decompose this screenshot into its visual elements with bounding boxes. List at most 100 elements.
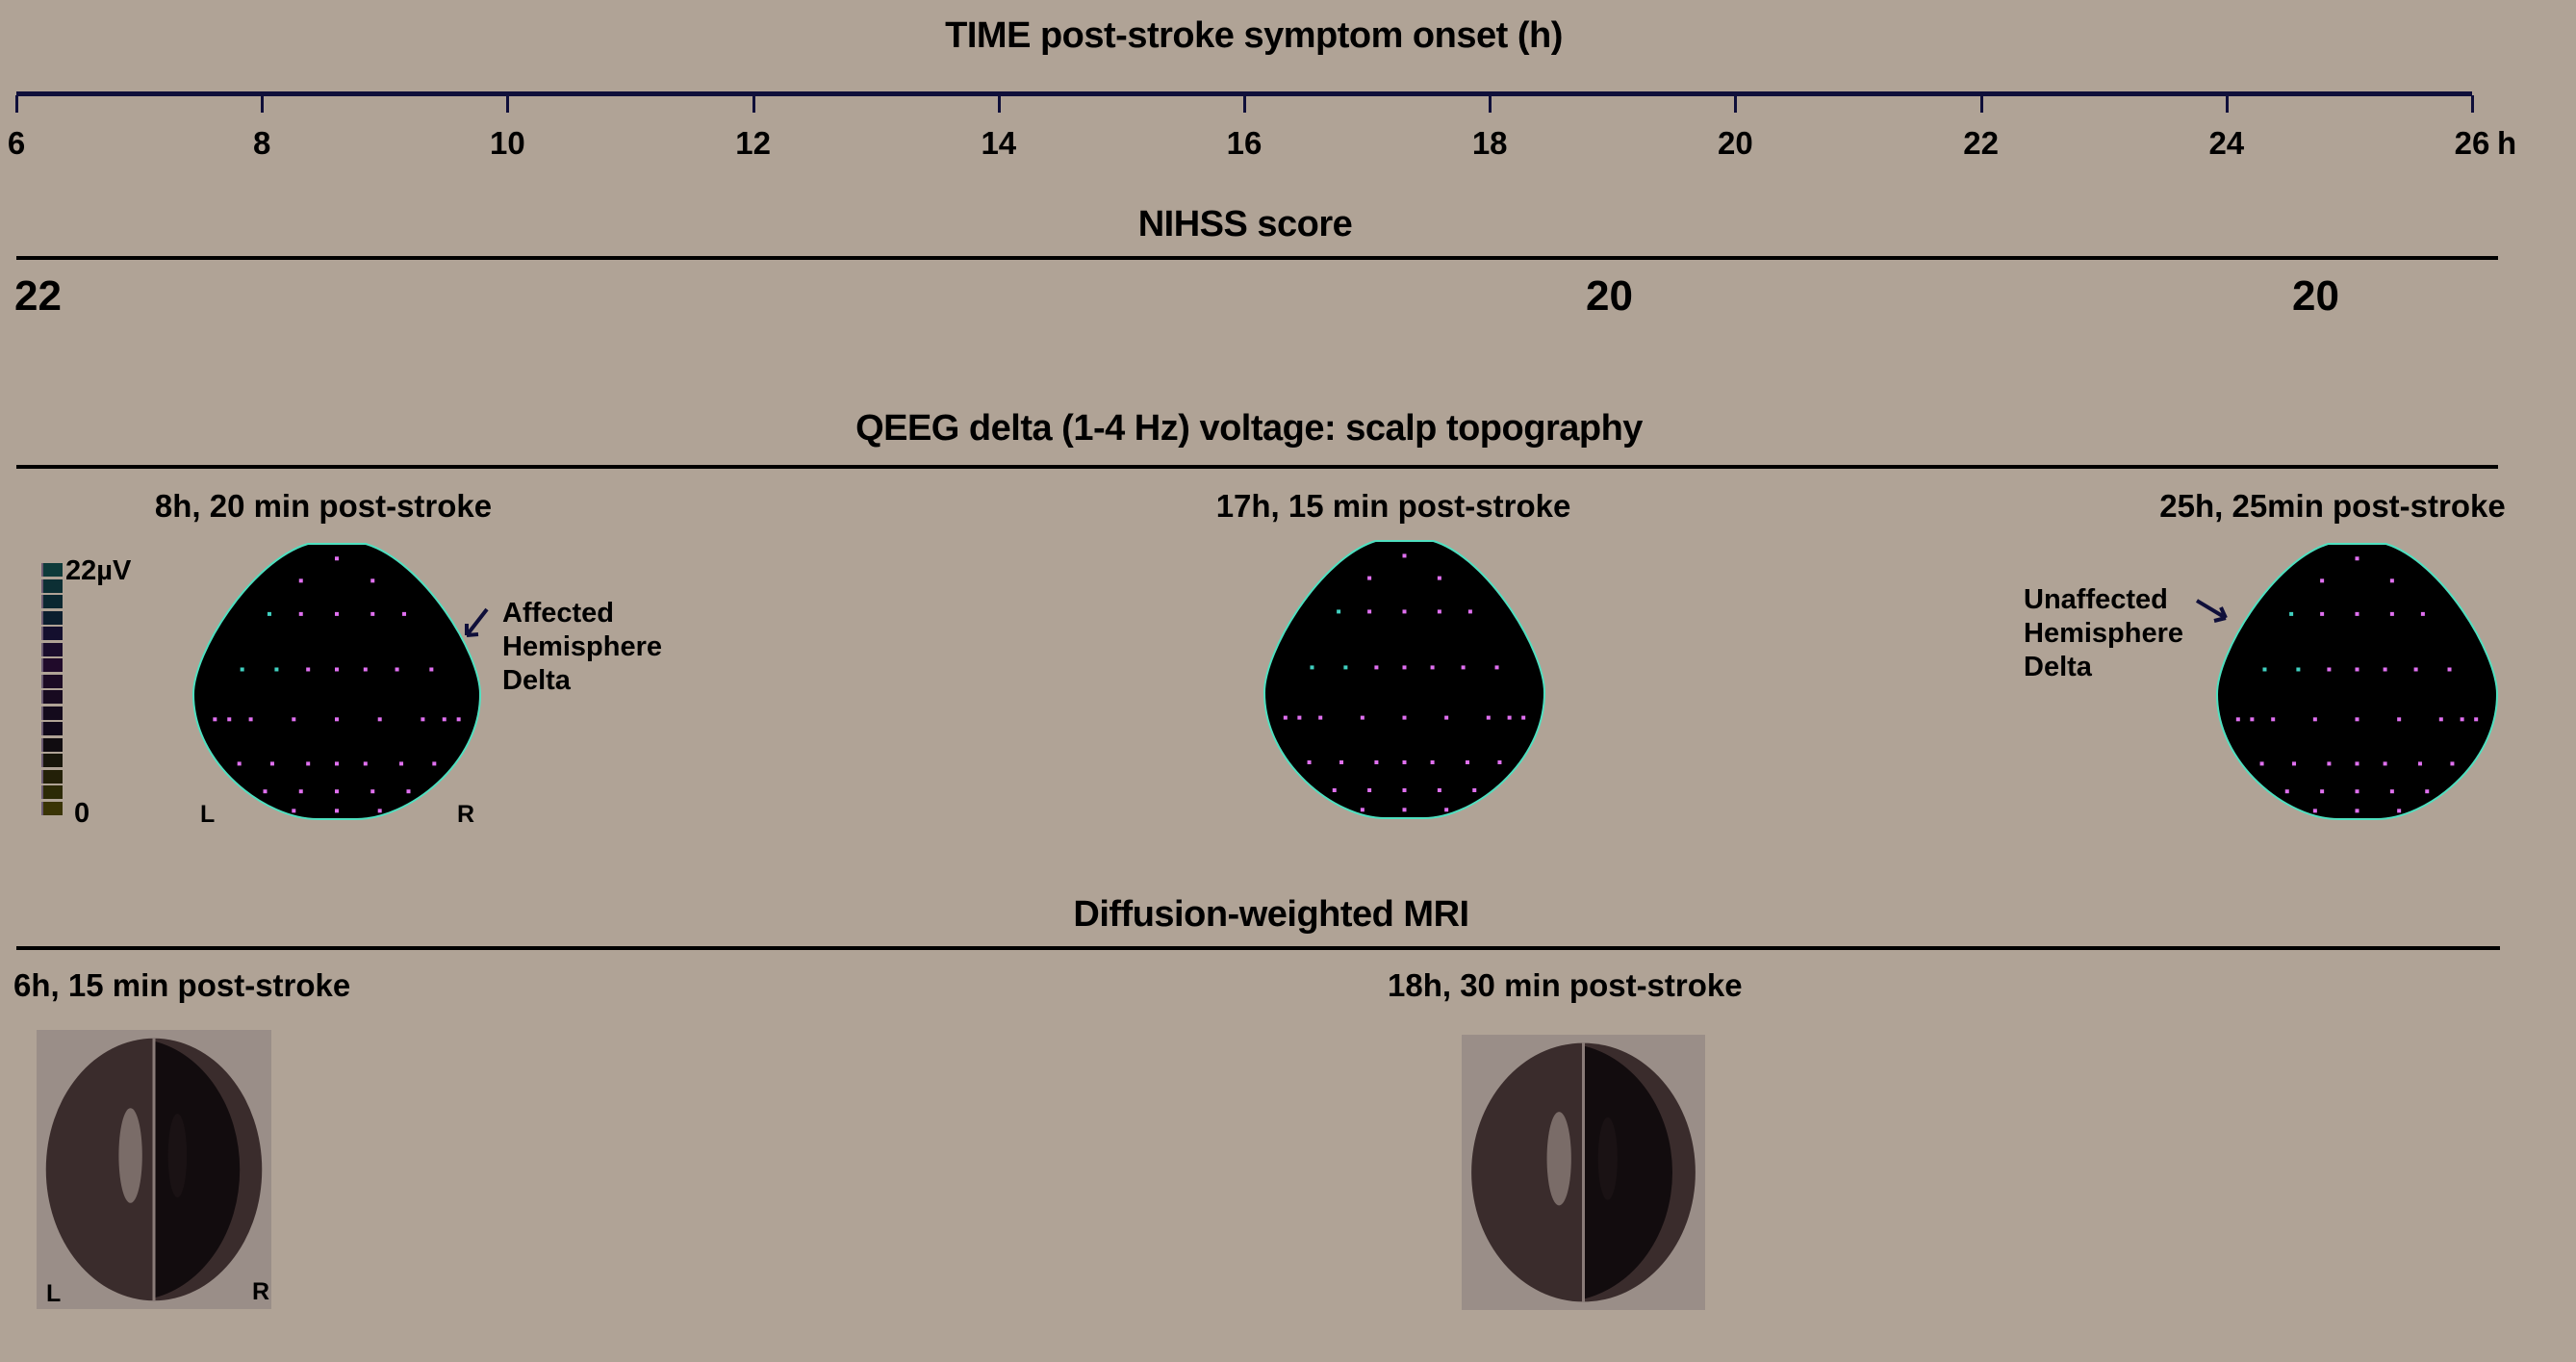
- map-right-label: R: [457, 801, 475, 828]
- unaffected-arrow-icon: [2195, 599, 2228, 623]
- scalp-topography-map-3: [2215, 543, 2499, 820]
- color-scale-step: [41, 690, 63, 704]
- electrode-dot: [240, 667, 244, 672]
- color-scale-step: [41, 627, 63, 640]
- electrode-dot: [1374, 665, 1379, 670]
- color-scale-step: [41, 722, 63, 735]
- time-tick-label: 14: [981, 125, 1017, 161]
- time-tick: [2471, 95, 2474, 113]
- electrode-dot: [1367, 788, 1372, 792]
- electrode-dot: [2397, 809, 2402, 813]
- qeeg-divider: [16, 465, 2498, 469]
- time-tick: [15, 95, 18, 113]
- electrode-dot: [1318, 715, 1323, 720]
- color-scale-step: [41, 595, 63, 608]
- electrode-dot: [227, 717, 232, 722]
- note-line: Delta: [2024, 652, 2092, 682]
- electrode-dot: [1374, 760, 1379, 764]
- electrode-dot: [2355, 717, 2359, 722]
- electrode-dot: [2271, 717, 2276, 722]
- affected-arrow-icon: [465, 607, 489, 637]
- electrode-dot: [263, 789, 268, 794]
- time-tick: [1243, 95, 1246, 113]
- note-line: Affected: [502, 598, 615, 629]
- electrode-dot: [1472, 788, 1477, 792]
- time-tick: [752, 95, 755, 113]
- scalp-topography-map-2: [1262, 540, 1546, 819]
- electrode-dot: [1402, 609, 1407, 614]
- electrode-dot: [2417, 761, 2422, 766]
- time-tick-label: 6: [7, 125, 26, 161]
- electrode-dot: [1465, 760, 1469, 764]
- electrode-dot: [335, 611, 339, 616]
- nihss-score-24h: 20: [2292, 272, 2339, 320]
- electrode-dot: [2355, 789, 2359, 794]
- note-line: Unaffected: [2024, 584, 2168, 615]
- electrode-dot: [2450, 761, 2455, 766]
- mri-right-label: R: [252, 1278, 270, 1305]
- electrode-dot: [2235, 717, 2240, 722]
- electrode-dot: [1430, 760, 1435, 764]
- electrode-dot: [1402, 808, 1407, 812]
- mri-scan-2-label: 18h, 30 min post-stroke: [1388, 967, 1743, 1003]
- color-scale-step: [41, 706, 63, 720]
- electrode-dot: [363, 667, 368, 672]
- scale-min-label: 0: [74, 798, 90, 829]
- time-tick-label: 16: [1226, 125, 1262, 161]
- electrode-dot: [1283, 715, 1288, 720]
- color-scale-step: [41, 658, 63, 672]
- electrode-dot: [1430, 665, 1435, 670]
- color-scale-step: [41, 642, 63, 656]
- time-tick: [1489, 95, 1492, 113]
- mri-scan-2-image: [1462, 1035, 1705, 1310]
- electrode-dot: [2292, 761, 2297, 766]
- scale-max-label: 22µV: [65, 555, 132, 586]
- electrode-dot: [248, 717, 253, 722]
- electrode-dot: [2383, 667, 2387, 672]
- electrode-dot: [298, 611, 303, 616]
- nihss-score-6h: 22: [14, 272, 62, 320]
- color-scale-step: [41, 563, 63, 577]
- electrode-dot: [2320, 611, 2325, 616]
- electrode-dot: [1337, 609, 1341, 614]
- electrode-dot: [363, 761, 368, 766]
- electrode-dot: [267, 611, 271, 616]
- electrode-dot: [1444, 715, 1449, 720]
- electrode-dot: [2355, 667, 2359, 672]
- time-tick-label: 18: [1471, 125, 1508, 161]
- electrode-dot: [335, 667, 339, 672]
- time-tick: [2225, 95, 2229, 113]
- time-tick-label: 10: [490, 125, 525, 161]
- electrode-dot: [1494, 665, 1499, 670]
- electrode-dot: [432, 761, 437, 766]
- electrode-dot: [2355, 556, 2359, 561]
- affected-hemisphere-note: Affected Hemisphere Delta: [502, 597, 662, 698]
- time-tick: [261, 95, 265, 113]
- electrode-dot: [1497, 760, 1502, 764]
- qeeg-map-2-label: 17h, 15 min post-stroke: [1215, 488, 1571, 524]
- electrode-dot: [1486, 715, 1491, 720]
- color-scale-step: [41, 674, 63, 688]
- color-scale-step: [41, 737, 63, 752]
- mri-scan-1-image: [37, 1030, 271, 1309]
- electrode-dot: [298, 789, 303, 794]
- electrode-dot: [2320, 789, 2325, 794]
- electrode-dot: [2355, 809, 2359, 813]
- time-tick-label: 20: [1718, 125, 1753, 161]
- mri-scan-1-label: 6h, 15 min post-stroke: [13, 967, 351, 1003]
- electrode-dot: [1343, 665, 1348, 670]
- electrode-dot: [274, 667, 279, 672]
- electrode-dot: [1402, 760, 1407, 764]
- time-tick-label: 26: [2454, 125, 2490, 161]
- time-tick: [506, 95, 510, 113]
- time-tick-label: 8: [253, 125, 271, 161]
- electrode-dot: [399, 761, 404, 766]
- electrode-dot: [1307, 760, 1312, 764]
- qeeg-title: QEEG delta (1-4 Hz) voltage: scalp topog…: [855, 408, 1643, 449]
- electrode-dot: [292, 717, 296, 722]
- color-scale-step: [41, 754, 63, 767]
- electrode-dot: [2355, 611, 2359, 616]
- electrode-dot: [370, 611, 375, 616]
- note-line: Delta: [502, 665, 571, 696]
- electrode-dot: [335, 761, 339, 766]
